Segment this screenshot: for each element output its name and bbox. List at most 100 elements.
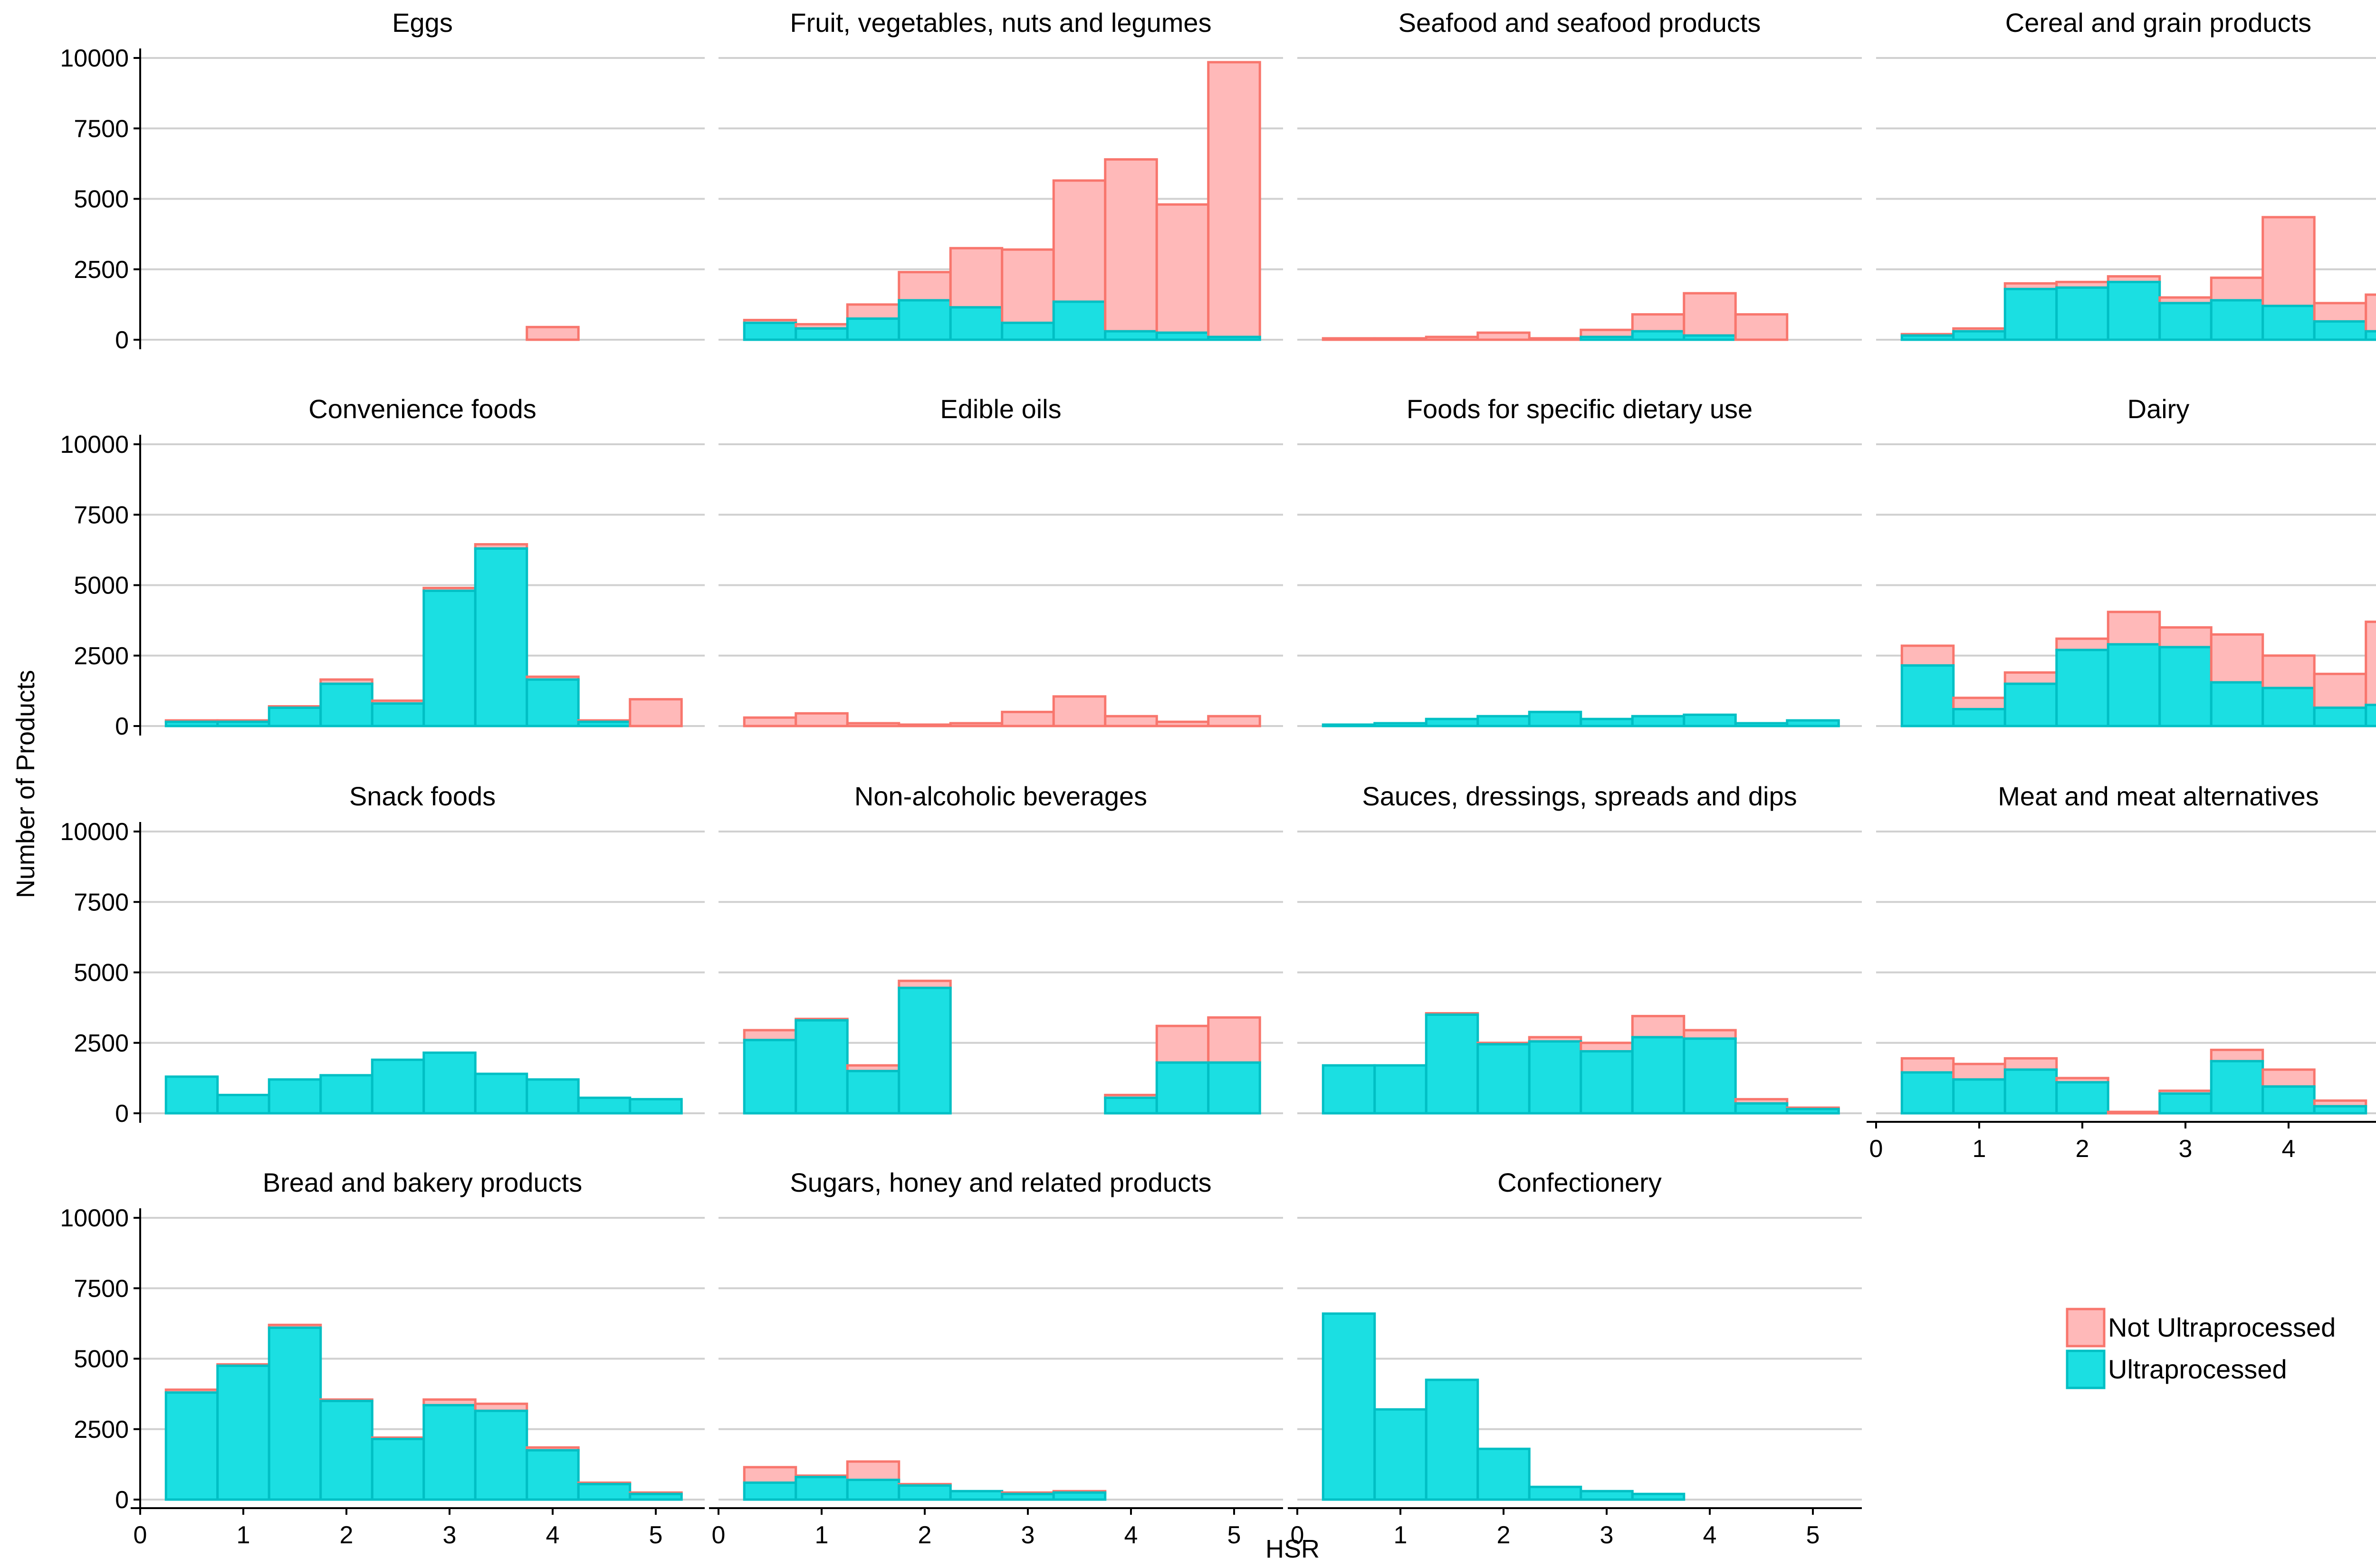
y-tick-label: 7500 <box>74 501 129 529</box>
legend-label: Not Ultraprocessed <box>2108 1312 2336 1342</box>
x-tick-label: 4 <box>2282 1135 2296 1163</box>
bar-ultraprocessed <box>1631 1492 1686 1501</box>
bar-ultraprocessed <box>268 1078 322 1115</box>
bar-ultraprocessed <box>371 702 425 727</box>
legend-key <box>2066 1349 2106 1389</box>
y-tick-label: 7500 <box>74 889 129 916</box>
bar-not-ultraprocessed <box>1528 337 1582 341</box>
bar-ultraprocessed <box>1900 1071 1955 1115</box>
bar-ultraprocessed <box>1476 715 1531 727</box>
bar-not-ultraprocessed <box>743 1029 797 1042</box>
bar-not-ultraprocessed <box>2003 671 2058 685</box>
bar-ultraprocessed <box>629 1492 683 1501</box>
bar-ultraprocessed <box>2158 646 2213 727</box>
bar-ultraprocessed <box>1322 1312 1376 1501</box>
bar-not-ultraprocessed <box>2003 1057 2058 1071</box>
bar-not-ultraprocessed <box>1207 61 1261 338</box>
y-tick-label: 0 <box>115 1486 129 1514</box>
y-tick-label: 5000 <box>74 572 129 600</box>
bar-ultraprocessed <box>474 1072 528 1115</box>
bar-ultraprocessed <box>2210 681 2264 727</box>
x-tick-label: 2 <box>340 1521 354 1549</box>
bar-not-ultraprocessed <box>1155 1024 1210 1064</box>
bar-ultraprocessed <box>1001 1492 1055 1501</box>
bar-ultraprocessed <box>2313 320 2367 341</box>
bar-ultraprocessed <box>1786 1108 1840 1115</box>
facet-title: Foods for specific dietary use <box>1407 394 1753 424</box>
bar-ultraprocessed <box>474 1409 528 1501</box>
bar-not-ultraprocessed <box>1104 158 1158 333</box>
bar-ultraprocessed <box>216 1364 270 1501</box>
bar-ultraprocessed <box>216 720 270 727</box>
bar-ultraprocessed <box>2158 302 2213 341</box>
facet-title: Seafood and seafood products <box>1399 8 1761 38</box>
x-tick-label: 2 <box>2076 1135 2089 1163</box>
bar-not-ultraprocessed <box>898 723 952 727</box>
bar-ultraprocessed <box>526 678 580 727</box>
bar-not-ultraprocessed <box>1683 292 1737 337</box>
bar-not-ultraprocessed <box>1052 179 1107 303</box>
bar-not-ultraprocessed <box>1373 337 1428 341</box>
bar-ultraprocessed <box>2055 286 2109 341</box>
bar-not-ultraprocessed <box>2261 216 2316 307</box>
bar-ultraprocessed <box>949 1490 1004 1501</box>
bar-not-ultraprocessed <box>795 712 849 727</box>
bar-ultraprocessed <box>2313 1105 2367 1115</box>
bar-ultraprocessed <box>2107 643 2161 727</box>
bar-ultraprocessed <box>1952 1078 2006 1115</box>
bar-ultraprocessed <box>164 1075 219 1115</box>
x-tick-label: 3 <box>1021 1521 1035 1549</box>
bar-not-ultraprocessed <box>1631 313 1686 333</box>
bar-not-ultraprocessed <box>1155 720 1210 727</box>
bar-ultraprocessed <box>2365 330 2376 341</box>
bar-ultraprocessed <box>1631 1036 1686 1115</box>
bar-not-ultraprocessed <box>1207 1016 1261 1064</box>
legend-label: Ultraprocessed <box>2108 1354 2287 1384</box>
x-tick-label: 0 <box>712 1521 726 1549</box>
bar-ultraprocessed <box>1900 664 1955 727</box>
bar-ultraprocessed <box>898 986 952 1115</box>
bar-ultraprocessed <box>1734 1102 1789 1115</box>
bar-ultraprocessed <box>846 1070 901 1115</box>
y-tick-label: 0 <box>115 1100 129 1128</box>
x-tick-label: 5 <box>1806 1521 1820 1549</box>
bar-ultraprocessed <box>1207 335 1261 341</box>
facet-title: Meat and meat alternatives <box>1998 781 2319 811</box>
bar-ultraprocessed <box>319 682 374 727</box>
legend-key <box>2066 1308 2106 1348</box>
bar-not-ultraprocessed <box>2055 637 2109 651</box>
y-tick-label: 7500 <box>74 115 129 143</box>
bar-ultraprocessed <box>2055 649 2109 727</box>
y-tick-label: 10000 <box>60 431 129 459</box>
bar-not-ultraprocessed <box>2313 672 2367 709</box>
y-tick-label: 10000 <box>60 818 129 846</box>
bar-ultraprocessed <box>2313 706 2367 727</box>
bar-ultraprocessed <box>1373 1064 1428 1115</box>
bar-ultraprocessed <box>164 1391 219 1501</box>
bar-ultraprocessed <box>1580 335 1634 341</box>
bar-ultraprocessed <box>1425 1013 1479 1115</box>
bar-not-ultraprocessed <box>1580 1042 1634 1053</box>
bar-not-ultraprocessed <box>1631 1014 1686 1039</box>
bar-ultraprocessed <box>795 1019 849 1115</box>
bar-ultraprocessed <box>1104 330 1158 341</box>
bar-ultraprocessed <box>474 547 528 727</box>
y-tick-label: 2500 <box>74 1416 129 1444</box>
bar-not-ultraprocessed <box>2365 293 2376 333</box>
bar-ultraprocessed <box>216 1093 270 1115</box>
y-tick-label: 7500 <box>74 1275 129 1302</box>
bar-ultraprocessed <box>1580 1490 1634 1501</box>
x-tick-label: 4 <box>1703 1521 1717 1549</box>
bar-ultraprocessed <box>1322 723 1376 727</box>
bar-not-ultraprocessed <box>949 722 1004 727</box>
facet-title: Cereal and grain products <box>2005 8 2311 38</box>
bar-not-ultraprocessed <box>1001 710 1055 727</box>
bar-not-ultraprocessed <box>526 325 580 341</box>
bar-ultraprocessed <box>2261 687 2316 727</box>
bar-ultraprocessed <box>1155 331 1210 341</box>
x-tick-label: 2 <box>918 1521 932 1549</box>
bar-ultraprocessed <box>2003 287 2058 341</box>
bar-ultraprocessed <box>1528 1040 1582 1115</box>
y-tick-label: 10000 <box>60 45 129 72</box>
bar-ultraprocessed <box>1476 1447 1531 1501</box>
